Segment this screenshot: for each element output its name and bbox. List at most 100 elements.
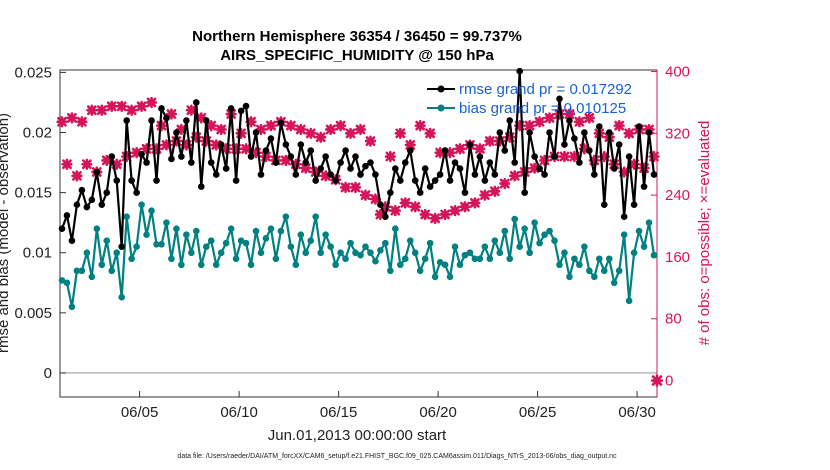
bias-point	[595, 255, 603, 263]
bias-point	[531, 219, 538, 226]
obs-marker	[56, 116, 68, 128]
obs-marker	[369, 193, 382, 205]
rmse-point	[377, 201, 384, 208]
bias-point	[312, 213, 320, 220]
rmse-point	[556, 95, 563, 103]
obs-point	[553, 108, 566, 120]
bias-point	[148, 207, 155, 214]
rmse-point	[367, 159, 374, 166]
chart-subtitle: AIRS_SPECIFIC_HUMIDITY @ 150 hPa	[220, 47, 494, 64]
y-tick-label: 0.01	[23, 245, 52, 262]
obs-point	[210, 139, 222, 151]
bias-point	[123, 213, 130, 220]
rmse-point	[352, 153, 359, 160]
obs-marker	[558, 150, 571, 163]
obs-point	[369, 193, 382, 205]
obs-point	[96, 104, 108, 116]
obs-marker	[135, 100, 148, 112]
obs-marker	[578, 143, 590, 155]
obs-marker	[384, 150, 396, 163]
y2-tick-label: 80	[665, 311, 682, 328]
bias-point	[232, 255, 240, 263]
obs-point	[469, 197, 481, 209]
bias-point	[501, 227, 509, 235]
obs-point	[334, 120, 347, 132]
bias-point	[178, 261, 185, 269]
obs-marker	[245, 116, 257, 128]
obs-point	[424, 127, 436, 139]
rmse-point	[93, 168, 101, 176]
rmse-point	[227, 105, 235, 112]
bias-point	[68, 303, 76, 311]
rmse-point	[133, 189, 140, 196]
bias-point	[292, 261, 300, 269]
obs-point	[509, 170, 521, 182]
obs-marker	[260, 150, 272, 163]
rmse-point	[202, 117, 210, 124]
obs-marker	[165, 108, 178, 120]
bias-point	[411, 249, 419, 257]
obs-point	[384, 150, 396, 163]
rmse-point	[441, 147, 449, 154]
bias-point	[506, 255, 514, 263]
bias-point	[516, 243, 523, 251]
obs-point	[325, 123, 337, 136]
obs-marker	[295, 123, 307, 136]
obs-marker	[439, 208, 451, 221]
bias-point	[431, 273, 439, 281]
rmse-point	[436, 171, 444, 178]
y2-tick-label: 0	[665, 373, 673, 390]
bias-point	[272, 255, 280, 263]
obs-marker	[484, 135, 496, 147]
zero-obs-marker	[650, 374, 664, 387]
bias-point	[635, 227, 643, 235]
bias-point	[377, 247, 384, 254]
data-file-note: data file: /Users/raeder/DAI/ATM_forcXX/…	[177, 453, 617, 460]
rmse-point	[645, 129, 653, 136]
obs-marker	[290, 158, 302, 170]
obs-marker	[215, 123, 227, 136]
bias-point	[302, 249, 310, 257]
obs-point	[170, 135, 183, 147]
obs-point	[444, 147, 456, 159]
obs-point	[300, 162, 312, 174]
bias-point	[645, 219, 653, 226]
bias-point	[173, 225, 180, 232]
obs-marker	[374, 208, 387, 221]
rmse-point	[392, 165, 399, 172]
obs-marker	[588, 154, 600, 167]
obs-marker	[618, 166, 630, 178]
bias-point	[620, 231, 628, 239]
rmse-point	[337, 159, 344, 166]
bias-point	[471, 255, 479, 263]
y-tick-label: 0	[44, 365, 52, 382]
obs-marker	[389, 204, 401, 217]
obs-marker	[474, 143, 486, 155]
obs-marker	[280, 154, 292, 167]
y-axis-label: rmse and bias (model - observation)	[0, 113, 12, 353]
bias-point	[332, 261, 339, 269]
rmse-point	[506, 117, 514, 124]
bias-point	[541, 231, 548, 239]
obs-marker	[210, 139, 222, 151]
obs-point	[126, 104, 138, 116]
obs-marker	[66, 112, 78, 124]
rmse-point	[178, 153, 185, 160]
rmse-point	[292, 171, 300, 178]
obs-point	[439, 208, 451, 221]
rmse-point	[372, 171, 379, 178]
rmse-point	[406, 147, 414, 154]
obs-point	[135, 100, 148, 112]
bias-point	[282, 213, 290, 220]
rmse-point	[456, 165, 464, 172]
bias-point	[257, 249, 265, 257]
bias-point	[546, 227, 553, 235]
obs-point	[419, 208, 431, 221]
rmse-point	[501, 147, 509, 154]
obs-marker	[563, 108, 576, 120]
bias-point	[466, 249, 474, 257]
obs-point	[538, 154, 551, 167]
obs-point	[533, 116, 546, 128]
rmse-point	[237, 107, 245, 115]
rmse-point	[148, 117, 155, 124]
